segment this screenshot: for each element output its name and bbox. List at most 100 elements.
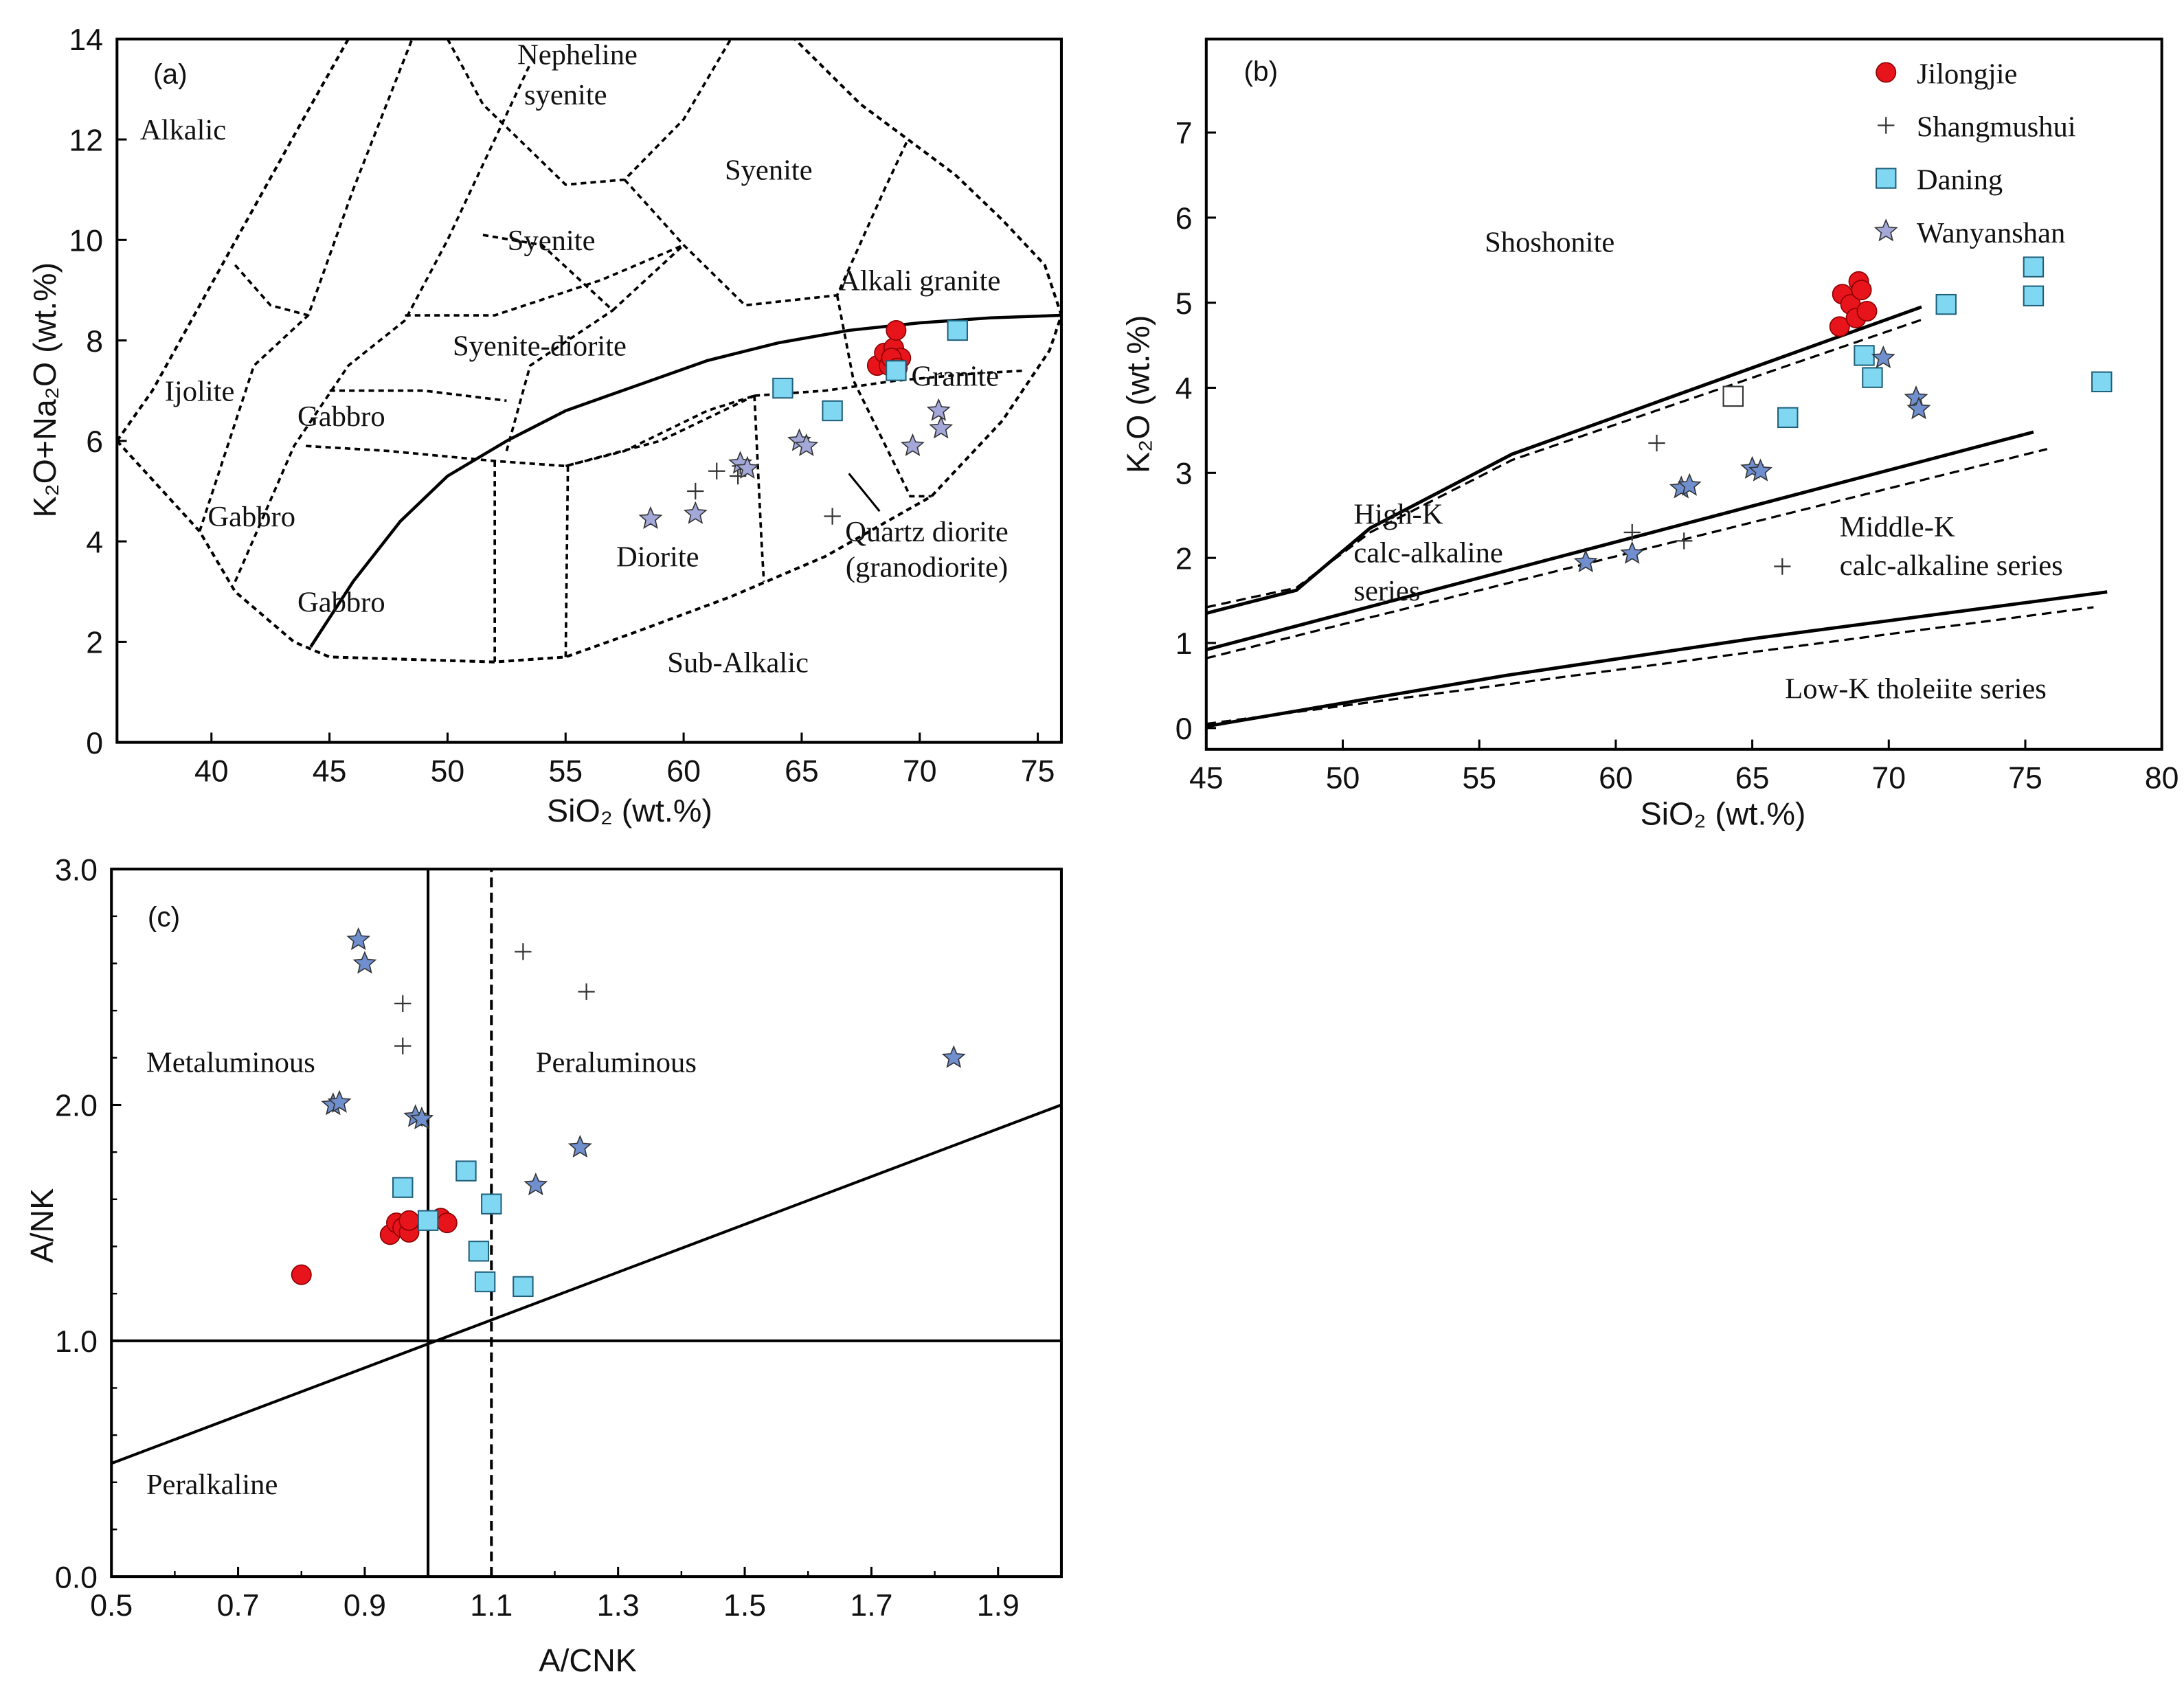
panel-c-wanyanshan-point [327, 1089, 352, 1113]
field-label: Gabbro [207, 501, 295, 533]
panel-c-daning-point [481, 1193, 502, 1215]
legend-marker-shangmushui [1878, 117, 1895, 134]
x-tick-label-6: 70 [903, 754, 937, 788]
tas-field-boundary [564, 466, 570, 657]
field-label: Peraluminous [536, 1046, 697, 1078]
panel-b-legend: Jilongjie Shangmushui Daning Wanyanshan [1873, 58, 2076, 249]
panel-c-daning-point [455, 1160, 477, 1182]
x-tick-label-5: 70 [1871, 762, 1906, 795]
panel-b-daning-point [2091, 371, 2113, 393]
field-label: Shoshonite [1485, 226, 1614, 258]
panel-a-daning-point [947, 319, 968, 341]
panel-b-shangmushui-point [1648, 434, 1665, 452]
y-tick-label-7: 14 [69, 23, 103, 57]
panel-c-shangmushui-point [394, 995, 412, 1013]
tas-field-boundary [405, 243, 684, 317]
y-tick-label-4: 4 [1175, 372, 1193, 406]
quartz-diorite-pointer [848, 473, 881, 512]
tas-field-boundary [565, 394, 755, 468]
y-tick-label-1: 1.0 [55, 1325, 98, 1359]
field-label: Granite [911, 360, 999, 392]
y-tick-label-2: 2.0 [55, 1089, 98, 1123]
diagonal-line [111, 1103, 1062, 1465]
x-tick-label-1: 50 [1326, 762, 1360, 795]
panel-a-shangmushui-point [687, 482, 704, 500]
y-tick-label-0: 0.0 [55, 1561, 98, 1594]
panel-b-frame [1204, 37, 2163, 751]
field-label: Alkali granite [839, 264, 1000, 297]
panel-b-wanyanshan-point [1871, 345, 1895, 368]
y-tick-label-0: 0 [86, 727, 103, 760]
panel-b-daning-point [2023, 285, 2045, 306]
x-tick-label-2: 0.9 [344, 1589, 386, 1623]
panel-b-jilongjie-point [1851, 280, 1872, 301]
y-tick-label-6: 6 [1175, 202, 1193, 236]
panel-c-wanyanshan-point [941, 1045, 966, 1068]
panel-c-points [291, 927, 966, 1298]
panel-a-wanyanshan-point [901, 433, 925, 456]
x-tick-label-4: 1.3 [597, 1589, 640, 1623]
y-tick-label-0: 0 [1175, 712, 1193, 746]
panel-a-label: (a) [153, 58, 188, 90]
panel-c-jilongjie-point [436, 1212, 458, 1234]
panel-b-field-labels: Shoshonite High-K calc-alkaline series Middl… [1353, 226, 2062, 705]
panel-a-tas-diagram: 40 45 50 55 60 65 70 75 0 2 4 6 8 10 12 14 Alkalic Nephe… [27, 23, 1063, 828]
field-label: syenite [524, 79, 607, 111]
legend-marker-jilongjie [1876, 62, 1897, 83]
panel-c-wanyanshan-point [567, 1134, 592, 1158]
tas-field-boundary [482, 234, 685, 313]
panel-b-wanyanshan-point [1677, 473, 1702, 496]
tas-field-boundary [234, 63, 532, 583]
field-label: calc-alkaline series [1840, 550, 2063, 582]
panel-c-daning-point [468, 1241, 490, 1262]
x-tick-label-6: 75 [2008, 762, 2042, 795]
panel-a-shangmushui-point [824, 508, 841, 525]
field-label: Syenite [508, 225, 596, 257]
y-tick-label-5: 10 [69, 225, 103, 258]
panel-a-jilongjie-point [886, 319, 907, 341]
legend-label-wanyanshan: Wanyanshan [1917, 217, 2065, 249]
panel-c-shangmushui-point [578, 983, 595, 1000]
shoshonite-high-k-line [1206, 305, 1922, 616]
tas-field-boundary [505, 309, 613, 451]
y-tick-label-3: 3 [1175, 458, 1193, 491]
panel-a-wanyanshan-point [926, 398, 951, 421]
x-tick-label-0: 0.5 [90, 1589, 133, 1623]
field-label: Metaluminous [146, 1046, 315, 1078]
panel-c-wanyanshan-point [409, 1106, 434, 1129]
panel-c-jilongjie-point [398, 1210, 420, 1231]
x-tick-label-7: 75 [1021, 754, 1055, 788]
field-label: calc-alkaline [1353, 537, 1502, 569]
panel-a-wanyanshan-point [929, 416, 954, 439]
middle-k-low-k-line [1206, 590, 2108, 728]
panel-a-points [638, 319, 968, 530]
field-label: Nepheline [517, 38, 638, 71]
field-label: Peralkaline [146, 1469, 278, 1501]
y-tick-label-4: 8 [86, 325, 103, 359]
panel-c-x-axis-label: A/CNK [539, 1642, 637, 1678]
y-tick-label-2: 2 [1175, 542, 1193, 576]
y-tick-label-1: 1 [1175, 627, 1193, 661]
panel-c-daning-point [417, 1210, 439, 1231]
panel-a-wanyanshan-point [683, 501, 708, 524]
x-tick-label-3: 1.1 [470, 1589, 513, 1623]
tas-field-boundary [329, 389, 507, 403]
panel-b-y-axis-label: K₂O (wt.%) [1121, 315, 1156, 474]
panel-b-jilongjie-point [1856, 301, 1878, 322]
x-tick-label-2: 55 [1462, 762, 1496, 795]
x-tick-label-0: 40 [194, 754, 229, 788]
panel-b-shangmushui-point [1623, 523, 1641, 541]
panel-c-daning-point [474, 1271, 496, 1293]
panel-b-shangmushui-point [1676, 532, 1693, 550]
panel-b-daning-point [1777, 407, 1799, 429]
x-tick-label-3: 55 [548, 754, 583, 788]
panel-a-frame [115, 37, 1063, 744]
x-tick-label-6: 1.7 [850, 1589, 892, 1623]
panel-b-daning-point [2023, 256, 2045, 278]
y-tick-label-7: 7 [1175, 117, 1193, 150]
panel-a-shangmushui-point [708, 462, 725, 479]
panel-c-label: (c) [148, 901, 180, 932]
field-label: Ijolite [165, 375, 235, 407]
field-label: High-K [1353, 499, 1443, 531]
